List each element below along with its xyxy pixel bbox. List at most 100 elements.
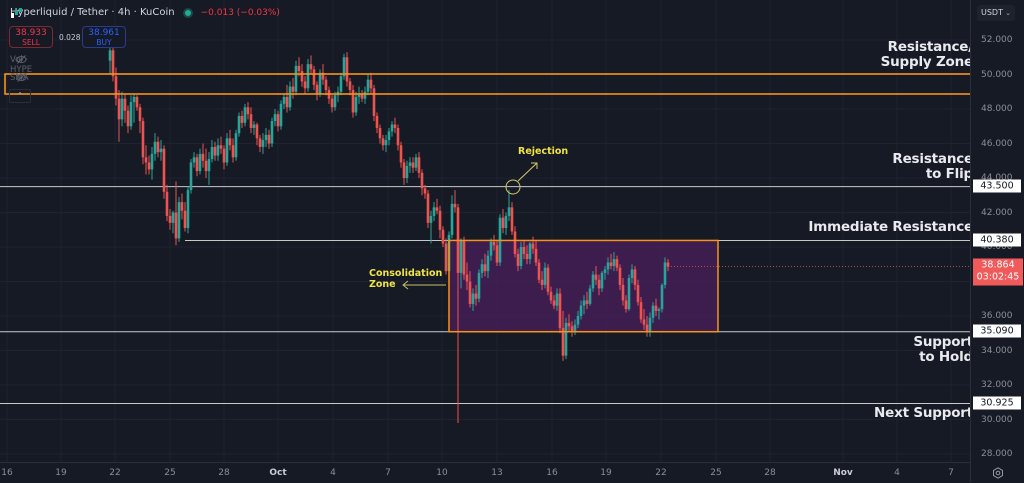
- candle-body: [330, 98, 334, 108]
- time-tick: 7: [385, 468, 391, 478]
- candle-body: [429, 215, 433, 223]
- candle-body: [615, 259, 619, 268]
- candle-body: [324, 79, 328, 91]
- candle-body: [603, 269, 607, 273]
- candle-body: [459, 240, 463, 273]
- candle-body: [396, 127, 400, 146]
- time-axis[interactable]: 16 19 22 25 28 Oct 4 7 10 13 16 19 22 25 28 Nov 4 7: [0, 462, 970, 483]
- spread-value: 0.028: [59, 33, 81, 42]
- candle-body: [537, 262, 541, 280]
- candle-body: [210, 146, 214, 160]
- time-tick: 4: [894, 468, 900, 478]
- sell-price: 38.933: [15, 28, 47, 38]
- price-tick: 40.000: [981, 242, 1013, 252]
- candle-body: [531, 243, 535, 249]
- price-tick: 48.000: [981, 104, 1013, 114]
- chart-pane[interactable]: Hyperliquid / Tether · 4h · KuCoin −0.01…: [0, 0, 973, 462]
- candle-body: [465, 274, 469, 282]
- candle-body: [573, 324, 577, 332]
- candle-body: [267, 134, 271, 144]
- time-tick: Nov: [833, 468, 853, 478]
- candle-body: [369, 79, 373, 89]
- settings-gear-icon[interactable]: [992, 467, 1004, 479]
- candle-body: [594, 274, 598, 280]
- candle-body: [426, 193, 430, 223]
- candle-body: [255, 124, 259, 139]
- candle-body: [441, 229, 445, 244]
- candle-body: [204, 160, 208, 172]
- candle-body: [315, 84, 319, 94]
- candle-body: [297, 65, 301, 72]
- candle-body: [252, 124, 256, 128]
- candle-body: [144, 157, 148, 163]
- price-axis[interactable]: USDT ⌄ 52.000 50.000 48.000 46.000 44.000 42.…: [970, 0, 1024, 482]
- candle-body: [195, 157, 199, 172]
- time-tick: 28: [218, 468, 230, 478]
- price-tick: 50.000: [981, 69, 1013, 80]
- candle-body: [378, 127, 382, 139]
- currency-selector[interactable]: USDT ⌄: [977, 5, 1015, 21]
- indicator-volume[interactable]: Vol · HYPE: [10, 55, 32, 75]
- candle-body: [357, 93, 361, 97]
- candle-body: [354, 96, 358, 113]
- symbol-title[interactable]: Hyperliquid / Tether · 4h · KuCoin: [10, 7, 175, 18]
- candle-body: [444, 243, 448, 272]
- annotation-resistance-to-flip: Resistance to Flip: [892, 151, 973, 182]
- currency-label: USDT: [981, 8, 1003, 17]
- candle-body: [405, 165, 409, 178]
- candle-body: [279, 103, 283, 127]
- candle-body: [291, 86, 295, 92]
- candle-body: [114, 76, 118, 99]
- time-tick: 22: [655, 468, 667, 478]
- price-tick: 52.000: [981, 35, 1013, 45]
- candle-body: [570, 326, 574, 332]
- candle-body: [507, 207, 511, 216]
- candle-body: [333, 95, 337, 108]
- candle-body: [489, 241, 493, 256]
- price-tick: 42.000: [981, 207, 1013, 218]
- time-tick: 19: [600, 468, 612, 478]
- candle-body: [174, 212, 178, 239]
- time-tick: 4: [330, 468, 336, 478]
- candle-body: [318, 72, 322, 94]
- candle-body: [351, 90, 355, 113]
- indicator-sma[interactable]: SMA: [10, 73, 29, 83]
- candle-body: [393, 124, 397, 128]
- candle-body: [540, 279, 544, 285]
- collapse-indicators-button[interactable]: ^: [9, 89, 31, 103]
- time-tick: 25: [164, 468, 176, 478]
- candle-body: [309, 64, 313, 70]
- sell-button[interactable]: 38.933 SELL: [9, 26, 53, 48]
- hidden-eye-icon[interactable]: [16, 73, 27, 82]
- candle-body: [450, 203, 454, 235]
- candle-body: [588, 288, 592, 304]
- time-tick: 25: [710, 468, 722, 478]
- hidden-eye-icon[interactable]: [16, 55, 27, 64]
- candle-body: [408, 162, 412, 166]
- candle-body: [618, 267, 622, 285]
- consolidation-zone-border: [448, 239, 719, 333]
- sell-label: SELL: [22, 38, 40, 47]
- symbol-title-row[interactable]: Hyperliquid / Tether · 4h · KuCoin −0.01…: [10, 7, 280, 18]
- candle-body: [150, 153, 154, 170]
- candle-body: [111, 50, 115, 77]
- time-tick: 22: [109, 468, 121, 478]
- current-price-label: 38.864 03:02:45: [973, 258, 1023, 286]
- time-tick: 19: [55, 468, 67, 478]
- candle-body: [435, 207, 439, 211]
- buy-button[interactable]: 38.961 BUY: [82, 26, 126, 48]
- candle-body: [609, 262, 613, 266]
- level-label-30925: 30.925: [973, 396, 1021, 410]
- annotation-immediate-resistance: Immediate Resistance: [808, 219, 973, 235]
- candle-body: [414, 157, 418, 168]
- level-label-43500: 43.500: [973, 179, 1021, 193]
- candlestick-chart[interactable]: [0, 0, 970, 462]
- candle-body: [273, 114, 277, 122]
- level-label-40380: 40.380: [973, 233, 1021, 247]
- candle-body: [237, 115, 241, 134]
- hyperliquid-logo-icon: [11, 8, 22, 18]
- price-tick: 34.000: [981, 345, 1013, 356]
- candle-body: [168, 215, 172, 223]
- time-tick: Oct: [269, 468, 287, 478]
- candle-body: [282, 96, 286, 104]
